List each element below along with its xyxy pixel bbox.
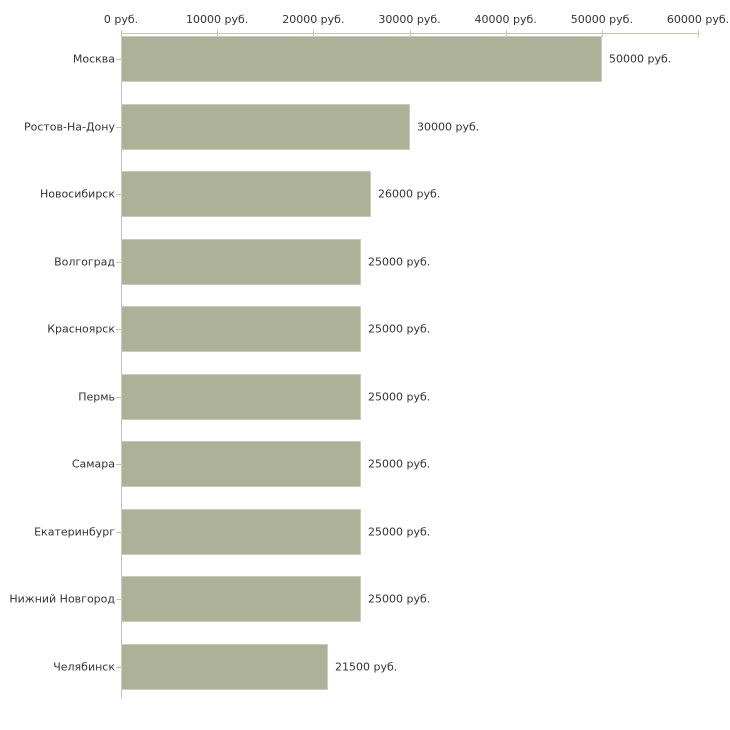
bar — [121, 441, 361, 487]
x-axis-tick-label: 0 руб. — [103, 13, 139, 26]
value-label: 30000 руб. — [417, 120, 480, 134]
bar — [121, 576, 361, 622]
value-label: 25000 руб. — [368, 457, 431, 471]
x-axis-tick — [313, 30, 315, 37]
bar — [121, 374, 361, 420]
category-label: Красноярск — [47, 322, 115, 336]
category-label: Пермь — [78, 390, 115, 404]
category-tick — [116, 262, 121, 263]
value-label: 25000 руб. — [368, 255, 431, 269]
category-tick — [116, 397, 121, 398]
y-axis-line — [121, 33, 122, 698]
x-axis-tick — [505, 30, 507, 37]
category-tick — [116, 194, 121, 195]
category-label: Челябинск — [53, 660, 115, 674]
bar — [121, 239, 361, 285]
value-label: 21500 руб. — [335, 660, 398, 674]
value-label: 26000 руб. — [378, 187, 441, 201]
bar — [121, 644, 328, 690]
x-axis-tick-label: 60000 руб. — [666, 13, 730, 26]
value-label: 25000 руб. — [368, 322, 431, 336]
category-label: Нижний Новгород — [9, 592, 115, 606]
category-label: Ростов-На-Дону — [23, 120, 115, 134]
value-label: 25000 руб. — [368, 390, 431, 404]
category-label: Екатеринбург — [34, 525, 115, 539]
category-tick — [116, 599, 121, 600]
category-tick — [116, 329, 121, 330]
x-axis-tick — [601, 30, 603, 37]
bar — [121, 104, 410, 150]
category-label: Волгоград — [54, 255, 115, 269]
category-label: Новосибирск — [39, 187, 115, 201]
value-label: 25000 руб. — [368, 525, 431, 539]
x-axis-tick — [121, 30, 122, 37]
category-tick — [116, 464, 121, 465]
x-axis-tick-label: 30000 руб. — [378, 13, 441, 26]
category-tick — [116, 127, 121, 128]
category-tick — [116, 532, 121, 533]
category-label: Москва — [72, 52, 115, 66]
x-axis-tick-label: 20000 руб. — [282, 13, 345, 26]
value-label: 50000 руб. — [609, 52, 672, 66]
bar — [121, 36, 602, 82]
x-axis-tick — [217, 30, 219, 37]
x-axis-tick — [698, 30, 699, 37]
category-label: Самара — [71, 457, 115, 471]
x-axis-tick-label: 40000 руб. — [474, 13, 537, 26]
value-label: 25000 руб. — [368, 592, 431, 606]
bar — [121, 171, 371, 217]
bar — [121, 306, 361, 352]
x-axis-tick-label: 50000 руб. — [570, 13, 633, 26]
x-axis-tick — [409, 30, 411, 37]
category-tick — [116, 667, 121, 668]
bar — [121, 509, 361, 555]
category-tick — [116, 59, 121, 60]
x-axis-tick-label: 10000 руб. — [186, 13, 249, 26]
